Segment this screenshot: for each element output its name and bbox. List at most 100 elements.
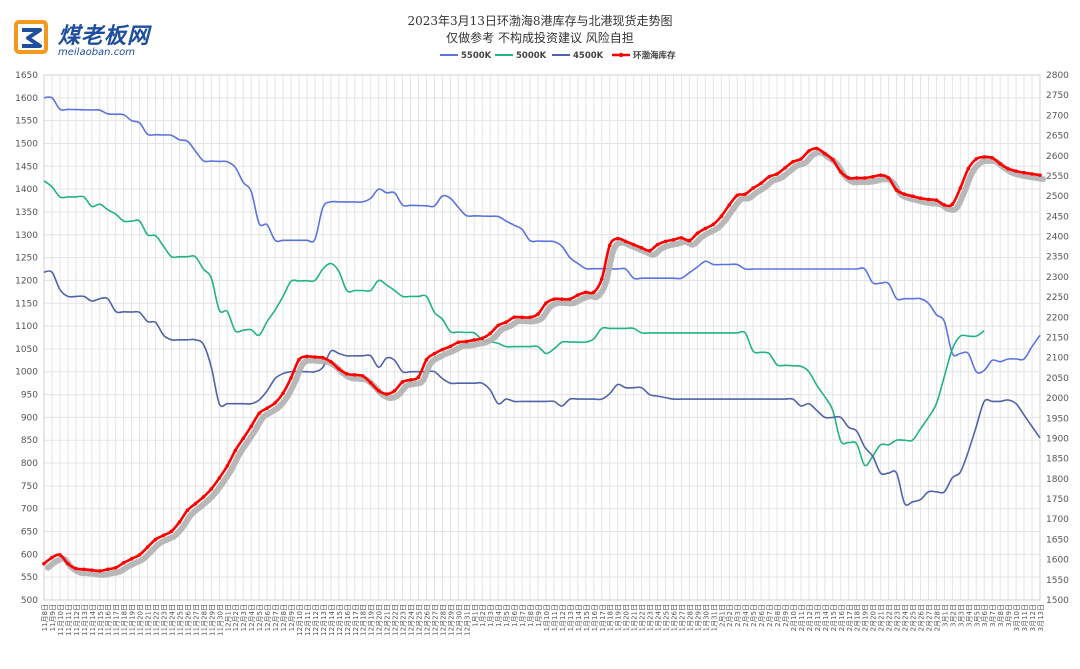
inventory-point: [193, 501, 198, 506]
inventory-point: [400, 380, 405, 384]
x-tick-label: 12月13日: [320, 604, 328, 636]
x-tick-label: 12月6日: [264, 604, 272, 631]
x-tick-label: 1月26日: [670, 604, 678, 631]
inventory-point: [799, 157, 803, 161]
inventory-point: [249, 424, 253, 429]
series-inventory-shadow: [45, 149, 1047, 578]
inventory-point: [918, 196, 923, 200]
inventory-point: [783, 166, 787, 170]
y-right-tick-label: 1650: [1046, 535, 1069, 545]
x-tick-label: 1月5日: [503, 604, 511, 627]
x-tick-label: 2月19日: [862, 604, 870, 631]
inventory-point: [623, 239, 628, 244]
x-tick-label: 3月3日: [957, 604, 965, 627]
series-4500k: [43, 270, 1041, 506]
inventory-point: [528, 315, 532, 320]
logo: 煤老板网 meilaoban.com: [14, 16, 174, 62]
inventory-point: [58, 552, 62, 557]
inventory-point: [408, 378, 413, 382]
inventory-point: [560, 297, 564, 301]
x-tick-label: 1月31日: [710, 604, 718, 631]
y-right-tick-label: 2150: [1046, 334, 1069, 344]
x-tick-label: 2月21日: [878, 604, 886, 631]
x-tick-label: 3月6日: [981, 604, 989, 627]
x-tick-label: 2月8日: [774, 604, 782, 627]
inventory-point: [846, 176, 851, 180]
x-tick-label: 12月22日: [392, 604, 400, 636]
y-right-tick-label: 1550: [1046, 576, 1069, 586]
x-tick-label: 1月12日: [559, 604, 567, 631]
y-right-tick-label: 2200: [1046, 313, 1069, 323]
inventory-point: [942, 203, 947, 207]
legend-item: 4500K: [552, 51, 604, 61]
inventory-point: [329, 359, 333, 364]
inventory-point: [647, 248, 652, 253]
inventory-point: [671, 237, 676, 242]
x-tick-label: 11月25日: [176, 604, 184, 636]
x-tick-label: 11月19日: [129, 604, 137, 636]
y-right-tick-label: 2700: [1046, 111, 1069, 121]
x-tick-label: 12月21日: [384, 604, 392, 636]
x-tick-label: 1月10日: [543, 604, 551, 631]
inventory-point: [990, 155, 994, 160]
inventory-point: [751, 186, 755, 190]
x-tick-label: 3月1日: [941, 604, 949, 627]
x-tick-label: 3月11日: [1021, 604, 1029, 631]
x-tick-label: 3月13日: [1037, 604, 1045, 631]
inventory-point: [711, 222, 716, 227]
x-tick-label: 12月31日: [463, 604, 471, 636]
y-right-tick-label: 1500: [1046, 596, 1069, 606]
y-right-tick-label: 1600: [1046, 556, 1069, 566]
inventory-point: [902, 192, 907, 196]
x-tick-label: 2月27日: [925, 604, 933, 631]
inventory-point: [839, 170, 843, 174]
x-tick-label: 1月25日: [663, 604, 671, 631]
x-tick-label: 3月10日: [1013, 604, 1021, 631]
x-tick-label: 2月15日: [830, 604, 838, 631]
inventory-point: [727, 203, 732, 207]
inventory-point: [42, 561, 46, 566]
inventory-point: [82, 567, 86, 572]
y-left-tick-label: 550: [21, 573, 38, 583]
inventory-point: [576, 293, 580, 297]
x-tick-label: 1月13日: [567, 604, 575, 631]
y-left-tick-label: 1500: [15, 139, 38, 149]
x-tick-label: 2月13日: [814, 604, 822, 631]
x-tick-label: 1月11日: [551, 604, 559, 631]
y-left-tick-label: 800: [21, 459, 38, 469]
x-tick-label: 1月17日: [599, 604, 607, 631]
inventory-point: [233, 448, 238, 453]
inventory-point: [687, 238, 692, 243]
x-tick-label: 12月18日: [360, 604, 368, 636]
y-right-tick-label: 1750: [1046, 495, 1069, 505]
x-tick-label: 11月18日: [121, 604, 129, 636]
inventory-point: [823, 151, 827, 156]
inventory-point: [703, 226, 708, 231]
x-tick-label: 3月8日: [997, 604, 1005, 627]
x-tick-label: 3月7日: [989, 604, 997, 627]
y-left-tick-label: 1650: [15, 71, 38, 81]
inventory-point: [998, 162, 1002, 166]
x-tick-label: 11月28日: [200, 604, 208, 636]
inventory-point: [607, 243, 612, 248]
x-axis: 11月8日 11月9日 11月10日 11月11日 11月12日 11月13日 11月14日…: [41, 604, 1045, 636]
x-tick-label: 11月17日: [113, 604, 121, 636]
inventory-point: [1022, 170, 1026, 175]
inventory-point: [504, 320, 508, 324]
x-tick-label: 1月22日: [639, 604, 647, 631]
x-tick-label: 2月26日: [917, 604, 925, 631]
y-right-tick-label: 2100: [1046, 354, 1069, 364]
x-tick-label: 1月15日: [583, 604, 591, 631]
y-right-tick-label: 2400: [1046, 233, 1069, 243]
inventory-point: [639, 246, 644, 250]
y-left-tick-label: 1400: [15, 185, 38, 195]
legend-item: 5000K: [495, 51, 547, 61]
x-tick-label: 3月2日: [949, 604, 957, 627]
x-tick-label: 11月11日: [65, 604, 73, 636]
x-tick-label: 2月10日: [790, 604, 798, 631]
y-left-tick-label: 600: [21, 550, 38, 560]
y-left-tick-label: 1600: [15, 94, 38, 104]
inventory-point: [217, 476, 222, 480]
inventory-point: [480, 336, 485, 341]
